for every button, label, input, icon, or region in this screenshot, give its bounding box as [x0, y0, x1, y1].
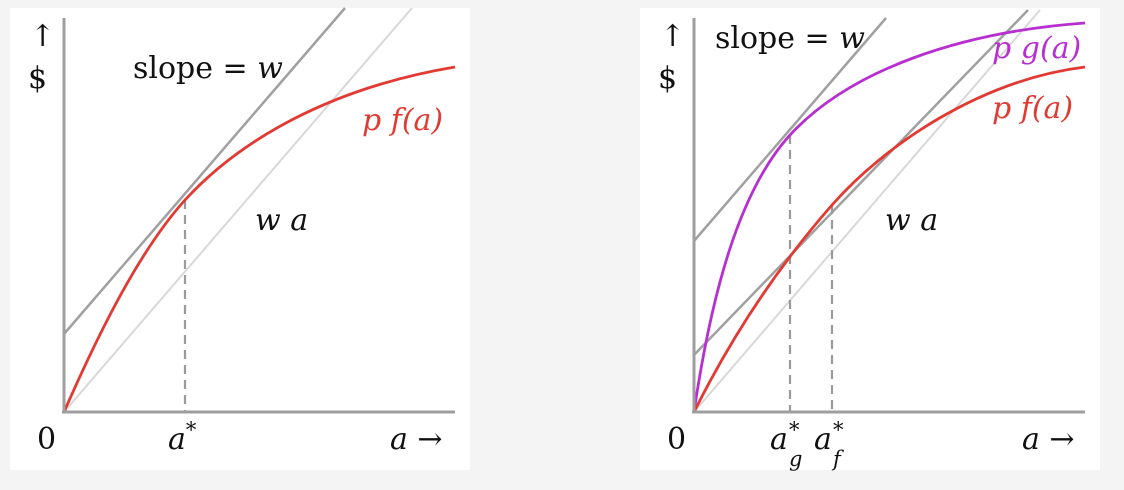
right-pf-label: p f(a) [992, 91, 1073, 126]
left-wa-label: w a [255, 203, 308, 238]
left-origin-label: 0 [37, 422, 56, 457]
left-pf-curve [62, 65, 456, 413]
right-tangent-g-line [693, 17, 887, 242]
left-pf-label: p f(a) [362, 103, 443, 138]
right-cost-line [693, 9, 1041, 413]
right-ag-sup: * [789, 418, 800, 442]
right-tangent-f-line [693, 9, 1029, 356]
right-origin-label: 0 [667, 422, 686, 457]
right-af-sup: * [833, 418, 844, 442]
right-af-sub: f [831, 447, 844, 471]
right-pf-curve [692, 65, 1086, 413]
right-slope-label: slope = w [715, 21, 865, 56]
right-ag-label: a [770, 422, 788, 457]
right-panel: ↑ $ slope = w p g(a) p f(a) w a 0 a * g … [640, 8, 1100, 471]
left-astar-label: a* [168, 418, 197, 457]
right-y-dollar-label: $ [658, 61, 677, 96]
left-panel: ↑ $ slope = w p f(a) w a 0 a* a → [10, 7, 470, 470]
left-panel-background [10, 8, 470, 470]
right-pg-label: p g(a) [992, 31, 1081, 66]
left-tangent-line [63, 7, 346, 335]
right-x-axis-label: a → [1022, 422, 1075, 457]
right-af-label: a [814, 422, 832, 457]
left-y-arrow: ↑ [30, 19, 55, 54]
left-cost-line [63, 7, 413, 413]
left-y-dollar-label: $ [28, 61, 47, 96]
right-y-arrow: ↑ [660, 19, 685, 54]
left-slope-label: slope = w [133, 51, 283, 86]
right-pg-curve [692, 21, 1086, 413]
right-ag-sub: g [789, 447, 802, 471]
right-panel-background [640, 8, 1100, 470]
left-x-axis-label: a → [390, 422, 443, 457]
right-wa-label: w a [885, 203, 938, 238]
